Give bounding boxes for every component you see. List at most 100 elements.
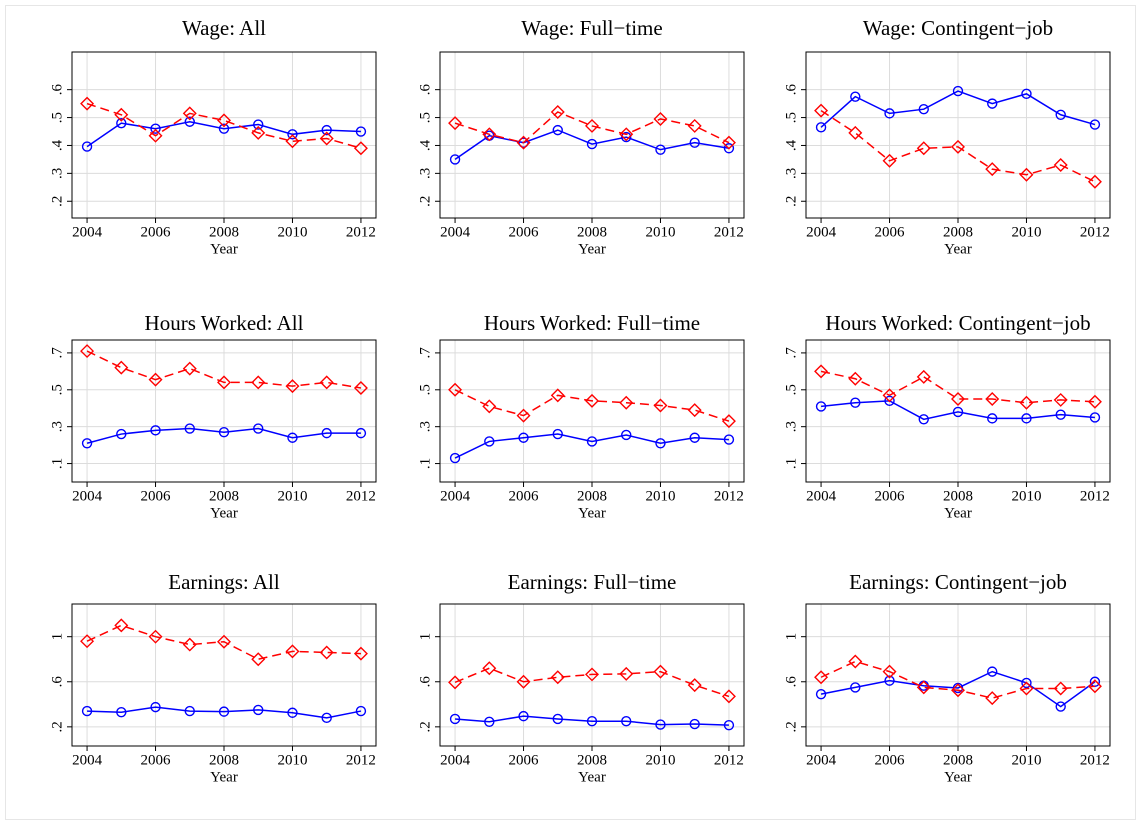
marker — [689, 718, 700, 730]
marker — [653, 664, 668, 679]
series-line — [454, 389, 730, 422]
marker — [1053, 392, 1068, 407]
y-tick-label: .7 — [417, 347, 433, 359]
marker — [952, 85, 964, 97]
y-tick-label: .6 — [417, 676, 433, 688]
x-tick-label: 2012 — [714, 488, 744, 504]
x-tick-label: 2012 — [714, 224, 744, 240]
marker — [687, 678, 702, 693]
chart-title: Wage: Contingent−job — [863, 16, 1053, 40]
marker — [882, 664, 897, 679]
marker — [916, 680, 931, 695]
chart-title: Hours Worked: Full−time — [484, 311, 700, 335]
marker — [1055, 409, 1066, 420]
marker — [321, 712, 332, 724]
series-line — [86, 624, 361, 661]
marker — [815, 122, 827, 133]
marker — [518, 710, 529, 722]
y-tick-label: .5 — [783, 384, 799, 395]
marker — [182, 361, 197, 376]
marker — [619, 666, 634, 681]
y-tick-label: .5 — [417, 112, 433, 123]
y-tick-label: .1 — [783, 458, 799, 469]
marker — [484, 716, 495, 727]
chart-title: Earnings: Full−time — [508, 570, 677, 594]
marker — [621, 716, 632, 727]
marker — [353, 380, 368, 395]
y-tick-label: .4 — [783, 139, 799, 151]
y-tick-label: .3 — [49, 421, 65, 432]
y-tick-label: .2 — [49, 196, 65, 207]
marker — [552, 124, 563, 136]
marker — [287, 707, 298, 718]
x-tick-label: 2006 — [141, 224, 172, 240]
marker — [1089, 676, 1101, 687]
x-tick-label: 2006 — [509, 752, 540, 768]
marker — [951, 683, 965, 698]
marker — [253, 704, 264, 716]
series-line — [454, 667, 730, 698]
series-line — [820, 370, 1095, 404]
y-tick-label: .6 — [417, 84, 433, 96]
marker — [319, 375, 334, 390]
y-tick-label: .3 — [783, 421, 799, 432]
chart-title: Hours Worked: All — [145, 311, 304, 335]
marker — [253, 119, 264, 130]
y-tick-label: .3 — [783, 168, 799, 179]
marker — [448, 382, 463, 397]
marker — [287, 129, 298, 140]
marker — [916, 141, 931, 156]
y-tick-label: 1 — [417, 633, 433, 641]
x-axis-label: Year — [210, 241, 238, 257]
marker — [848, 654, 863, 669]
marker — [482, 661, 497, 676]
x-tick-label: 2012 — [346, 224, 376, 240]
marker — [985, 162, 1000, 177]
chart-title: Hours Worked: Contingent−job — [825, 311, 1090, 335]
y-tick-label: .5 — [783, 112, 799, 123]
marker — [1019, 395, 1034, 410]
series-line — [820, 400, 1095, 421]
marker — [1019, 167, 1034, 182]
marker — [687, 118, 702, 133]
series-line — [454, 129, 730, 161]
series-line — [86, 120, 361, 148]
marker — [552, 428, 563, 440]
marker — [985, 392, 1000, 407]
x-tick-label: 2008 — [943, 752, 973, 768]
marker — [1089, 119, 1101, 130]
marker — [251, 125, 266, 140]
y-tick-label: .1 — [417, 458, 433, 469]
x-axis-label: Year — [210, 769, 238, 785]
marker — [1087, 174, 1102, 189]
x-tick-label: 2008 — [209, 488, 239, 504]
marker — [550, 104, 565, 119]
marker — [182, 106, 197, 121]
y-tick-label: .3 — [49, 168, 65, 179]
marker — [319, 131, 334, 146]
x-tick-label: 2008 — [577, 752, 607, 768]
y-tick-label: .4 — [417, 139, 433, 151]
series-line — [454, 111, 730, 144]
marker — [217, 375, 231, 390]
marker — [184, 116, 195, 127]
marker — [723, 719, 735, 731]
marker — [585, 393, 599, 408]
y-tick-label: .2 — [783, 721, 799, 732]
marker — [518, 432, 529, 443]
marker — [184, 705, 195, 717]
marker — [253, 423, 264, 434]
marker — [449, 713, 461, 725]
x-tick-label: 2010 — [645, 752, 675, 768]
x-tick-label: 2004 — [806, 752, 837, 768]
x-tick-label: 2010 — [645, 488, 675, 504]
marker — [721, 135, 736, 150]
y-tick-label: .5 — [49, 384, 65, 395]
x-axis-label: Year — [944, 241, 972, 257]
marker — [850, 682, 861, 693]
series-line — [86, 102, 362, 149]
x-tick-label: 2008 — [209, 752, 239, 768]
marker — [353, 646, 368, 661]
marker — [319, 645, 334, 660]
